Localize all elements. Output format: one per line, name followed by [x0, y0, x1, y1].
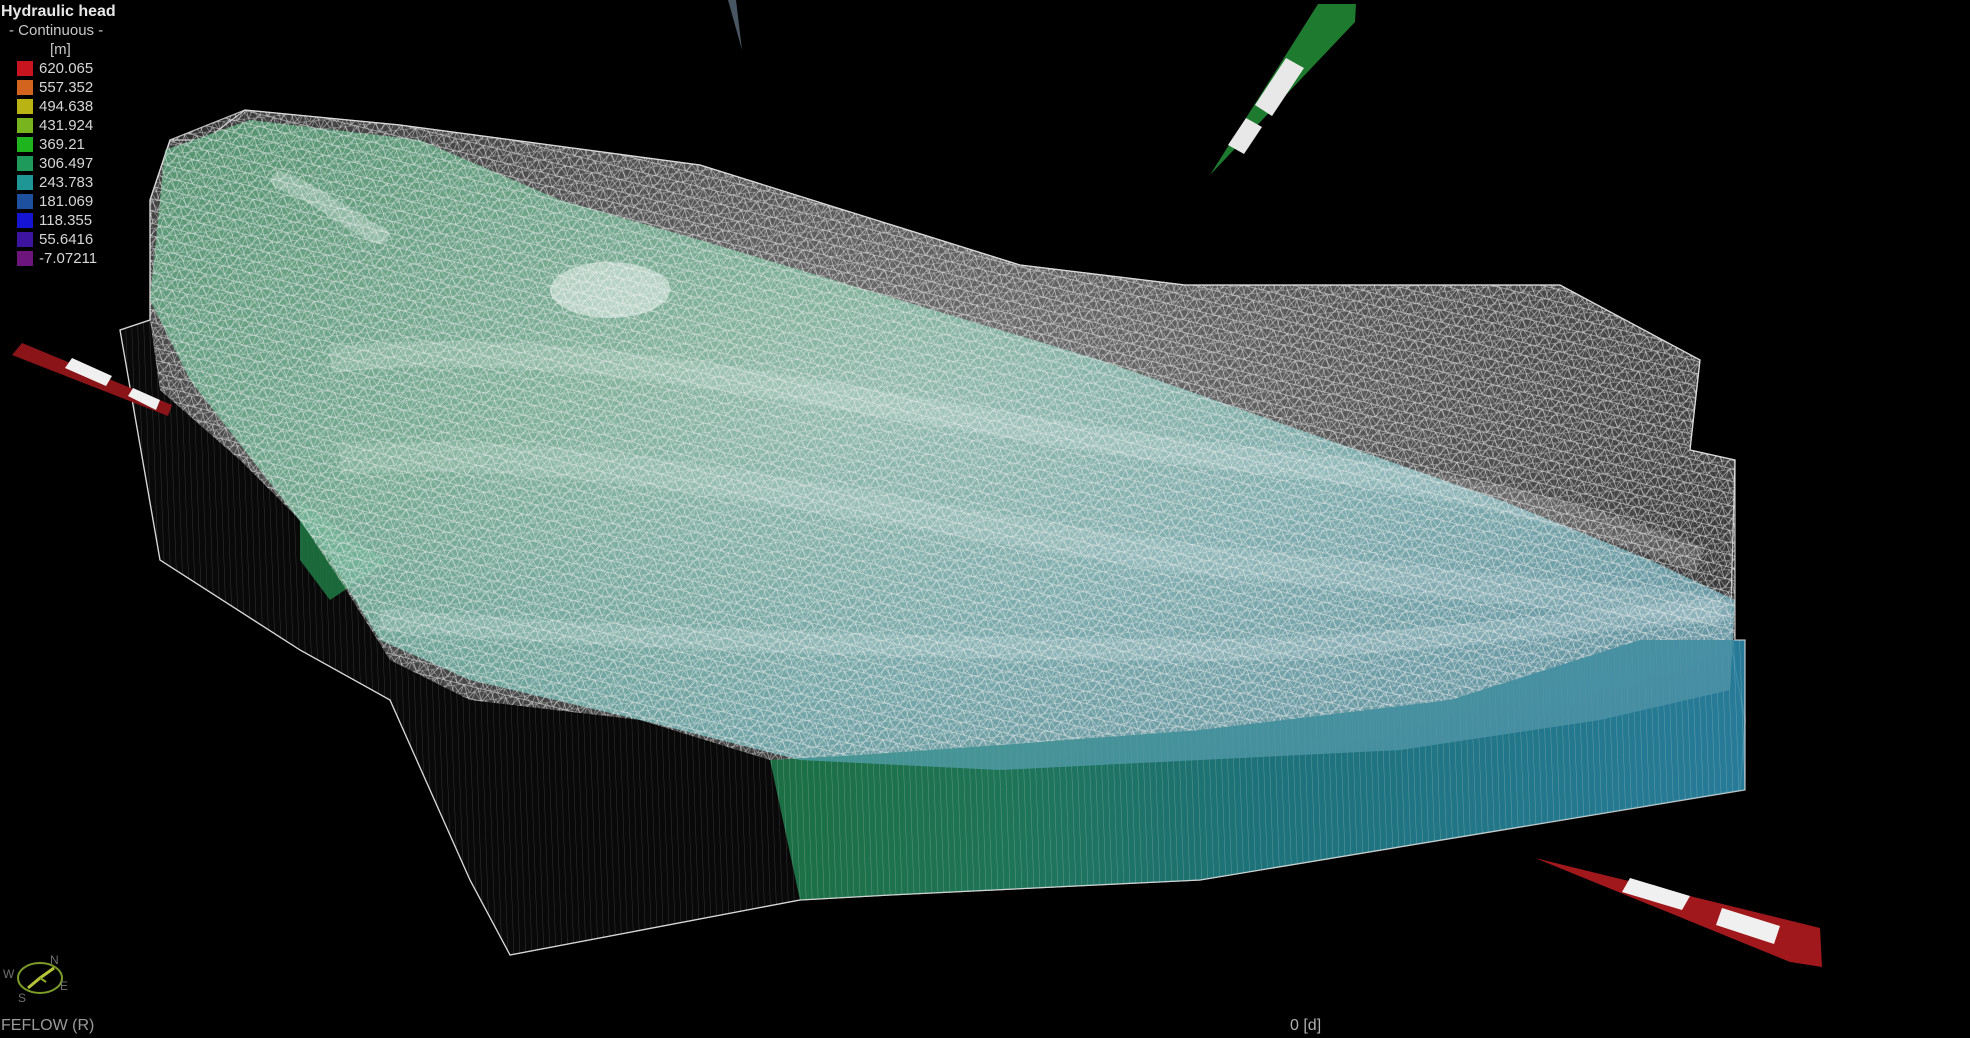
legend-value: 369.21: [39, 136, 85, 153]
legend-swatch: [17, 80, 33, 95]
legend-entry: 306.497: [1, 154, 131, 173]
legend-value: 431.924: [39, 117, 94, 134]
legend-value: 243.783: [39, 174, 94, 191]
axis-arrow-y-icon: [1210, 4, 1356, 175]
legend-swatch: [17, 99, 33, 114]
legend-entry: 181.069: [1, 192, 131, 211]
legend-entry: 243.783: [1, 173, 131, 192]
legend-swatch: [17, 156, 33, 171]
legend-entry: 55.6416: [1, 230, 131, 249]
legend-value: 118.355: [39, 212, 93, 229]
legend-entry: 431.924: [1, 116, 131, 135]
simulation-time: 0 [d]: [1290, 1017, 1322, 1034]
axis-arrow-x-icon: [12, 343, 172, 416]
legend-value: 55.6416: [39, 231, 94, 248]
compass-north-label: N: [50, 953, 59, 967]
legend-entry: 369.21: [1, 135, 131, 154]
legend-swatch: [17, 137, 33, 152]
legend-swatch: [17, 232, 33, 247]
compass-east-label: E: [60, 979, 68, 993]
legend-value: 306.497: [39, 155, 94, 172]
legend-value: 620.065: [39, 60, 94, 77]
legend-value: 494.638: [39, 98, 94, 115]
legend-entries: 620.065 557.352 494.638 431.924 369.21 306.49…: [1, 59, 131, 268]
legend-value: 557.352: [39, 79, 94, 96]
legend-subtitle: - Continuous -: [9, 22, 104, 39]
axis-arrow-z-icon: [1535, 858, 1822, 967]
legend-entry: 118.355: [1, 211, 131, 230]
legend-entry: -7.07211: [1, 249, 131, 268]
legend-title: Hydraulic head: [1, 3, 116, 20]
color-legend: Hydraulic head - Continuous - [m] 620.06…: [1, 2, 131, 268]
legend-swatch: [17, 194, 33, 209]
legend-swatch: [17, 175, 33, 190]
app-label: FEFLOW (R): [1, 1017, 95, 1034]
compass-icon[interactable]: N W E S: [2, 950, 72, 1010]
legend-swatch: [17, 213, 33, 228]
legend-value: -7.07211: [39, 250, 98, 267]
legend-unit: [m]: [50, 41, 71, 58]
legend-value: 181.069: [39, 193, 94, 210]
legend-swatch: [17, 251, 33, 266]
legend-swatch: [17, 118, 33, 133]
legend-swatch: [17, 61, 33, 76]
compass-south-label: S: [18, 991, 26, 1005]
compass-west-label: W: [3, 967, 15, 981]
legend-entry: 620.065: [1, 59, 131, 78]
legend-entry: 557.352: [1, 78, 131, 97]
legend-entry: 494.638: [1, 97, 131, 116]
